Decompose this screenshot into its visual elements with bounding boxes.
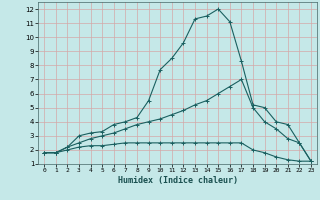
X-axis label: Humidex (Indice chaleur): Humidex (Indice chaleur) [118,176,238,185]
